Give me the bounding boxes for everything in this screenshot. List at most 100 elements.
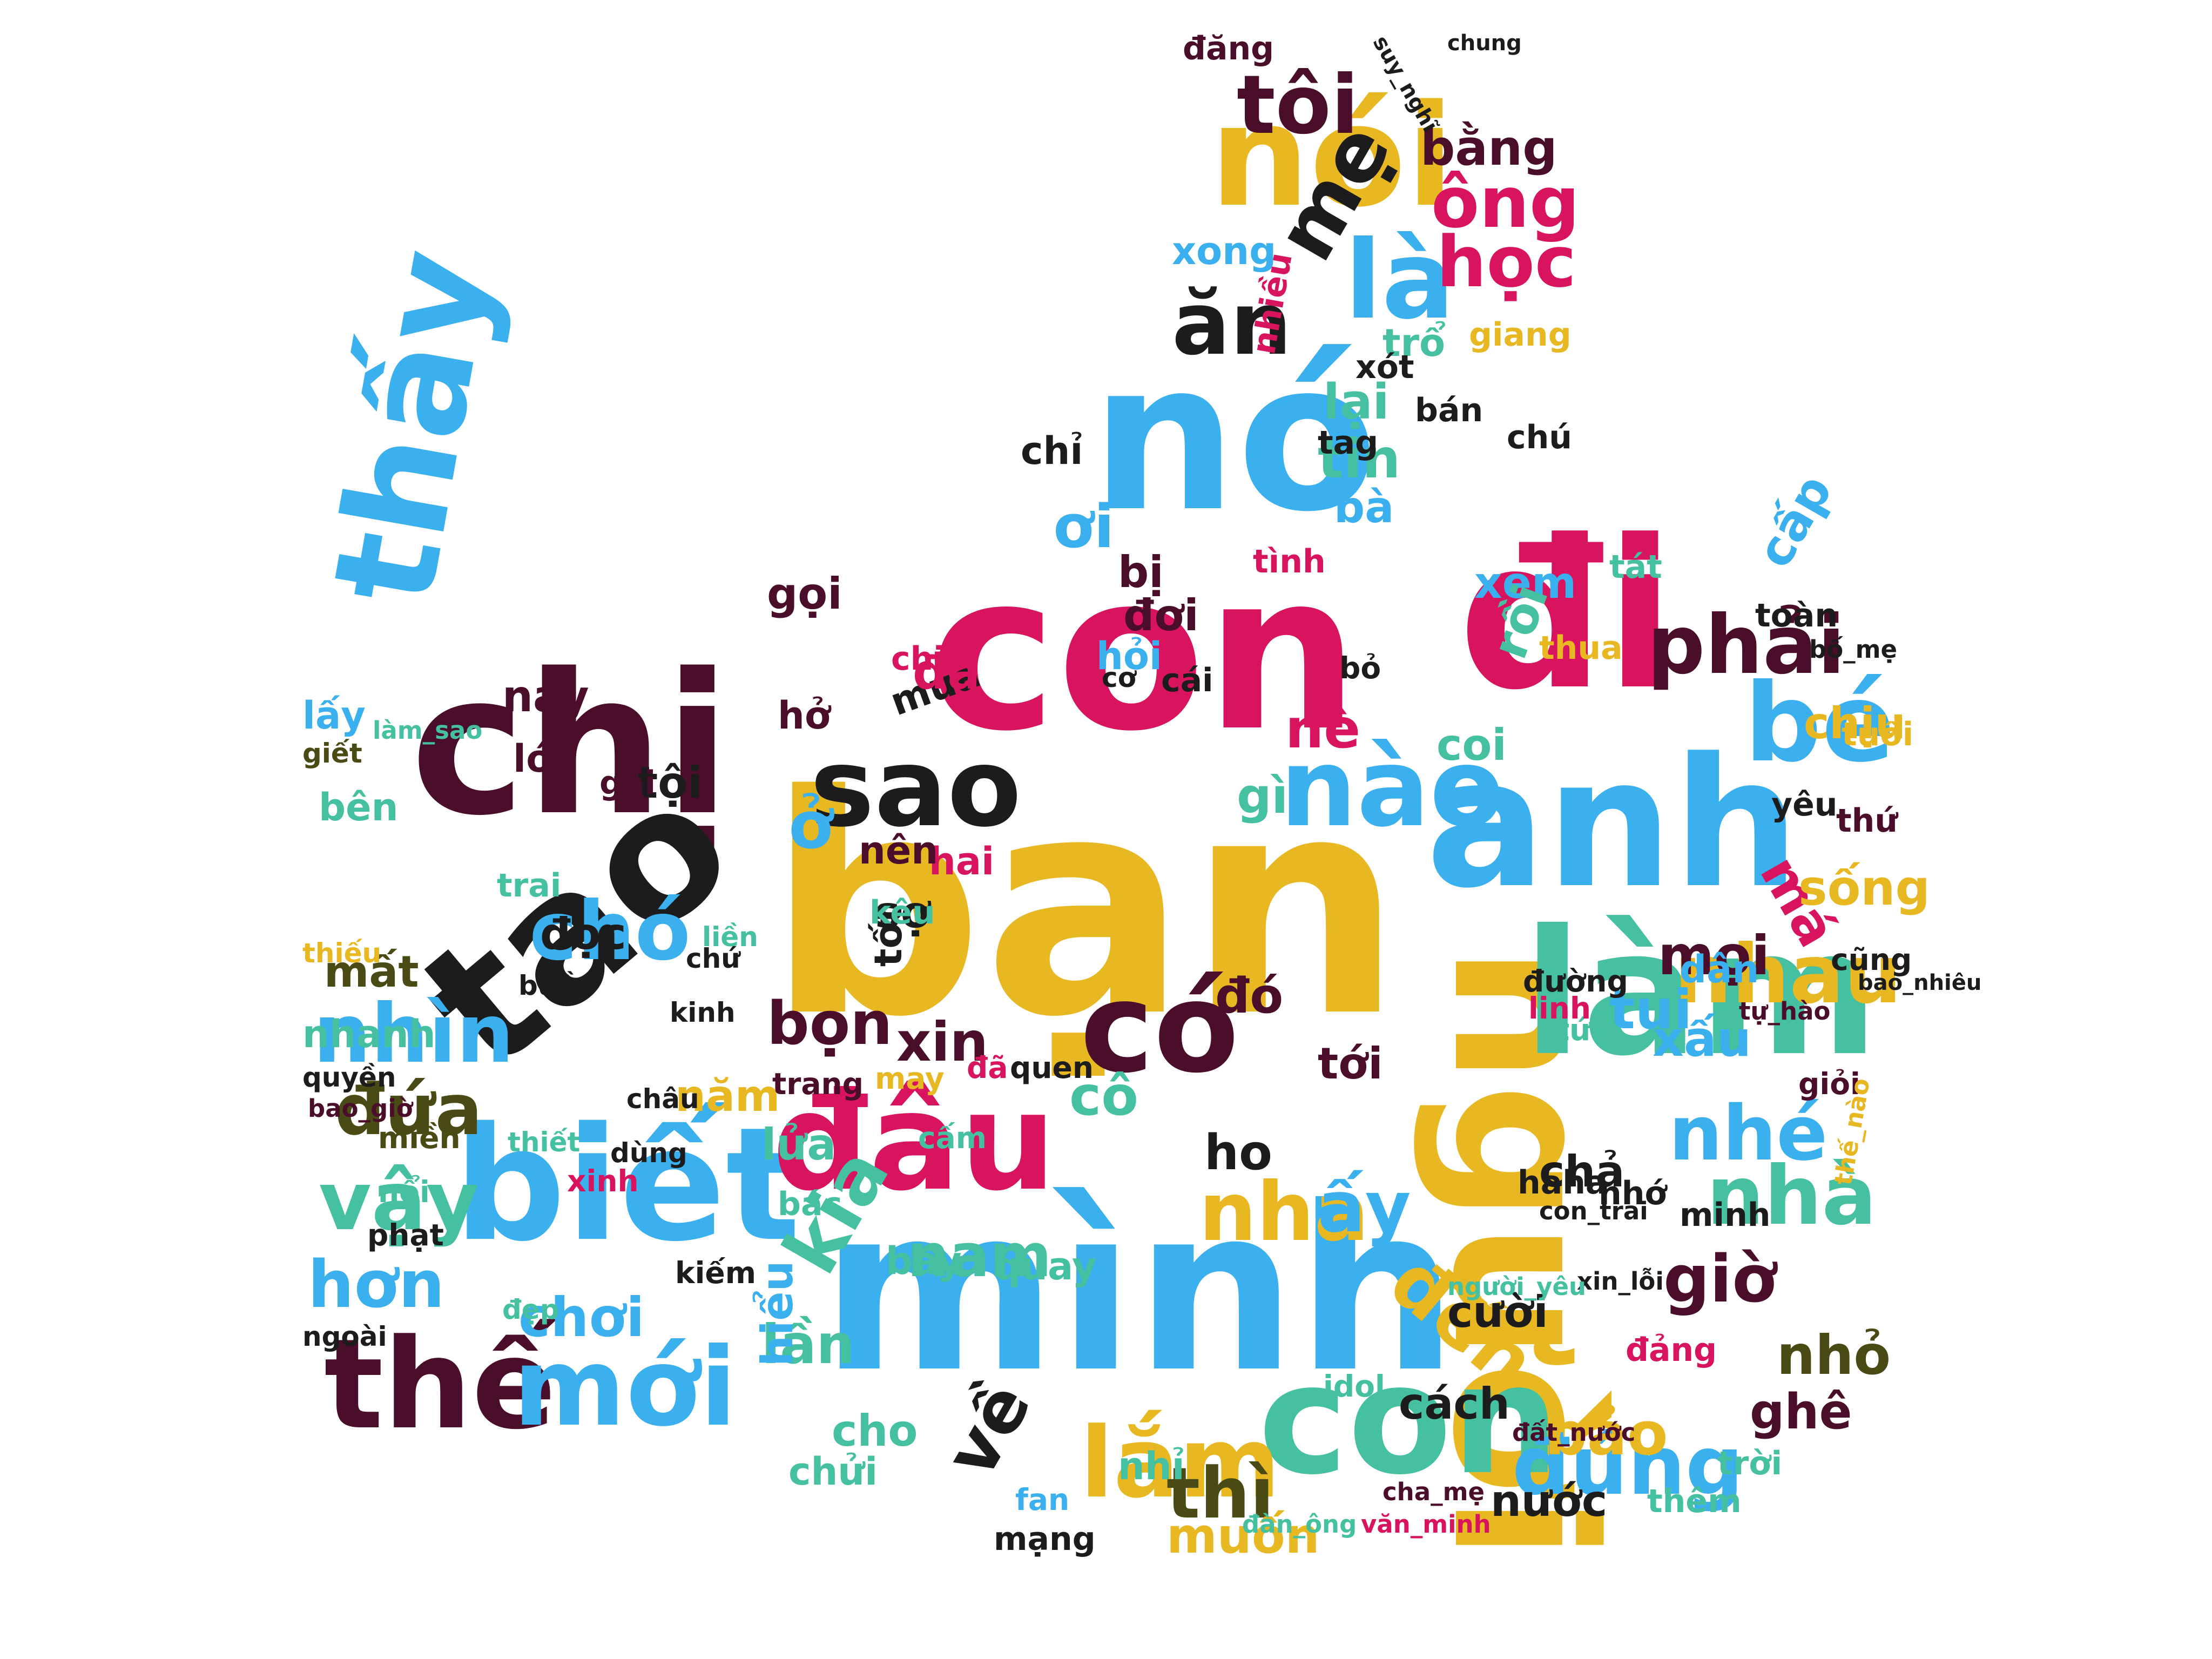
word-157: dùng (610, 1137, 687, 1169)
word-137: tức (1555, 1013, 1609, 1047)
word-135: idol (1323, 1369, 1385, 1404)
word-42: chơi (518, 1286, 645, 1349)
word-152: châu (626, 1083, 699, 1115)
word-159: liền (702, 921, 758, 953)
word-155: buồn (518, 970, 595, 1001)
word-10: biết (454, 1094, 801, 1276)
word-46: tin (1318, 427, 1401, 490)
word-15: đâu (772, 1063, 1056, 1220)
word-106: kêu (869, 894, 935, 932)
word-136: đường (1523, 964, 1628, 999)
word-20: bé (1744, 660, 1895, 786)
word-112: trời (1717, 1445, 1783, 1482)
word-26: tôi (1237, 58, 1359, 152)
word-79: nhanh (302, 1012, 436, 1056)
word-182: hở (778, 693, 831, 738)
word-164: văn_minh (1361, 1510, 1491, 1539)
word-35: ấy (1318, 1166, 1411, 1248)
word-7: anh (1426, 720, 1800, 927)
word-48: xem (1474, 558, 1577, 608)
word-8: chị (410, 632, 731, 858)
word-111: minh (1680, 1196, 1771, 1234)
word-140: bỏ (1339, 651, 1381, 685)
word-31: nha (1199, 1165, 1369, 1259)
word-107: quay (994, 1244, 1097, 1289)
word-134: fan (1015, 1482, 1070, 1517)
word-149: xinh (567, 1164, 639, 1198)
word-104: chỉ (1021, 429, 1083, 473)
word-89: hỏi (1096, 634, 1162, 678)
word-13: mới (513, 1325, 737, 1451)
word-78: mất (324, 947, 419, 997)
word-80: tới (1318, 1038, 1383, 1089)
word-169: con_trai (1539, 1197, 1648, 1225)
word-113: thêm (1647, 1482, 1742, 1520)
word-122: toàn (1755, 597, 1838, 635)
word-121: giang (1469, 316, 1572, 354)
word-178: chú (1507, 419, 1572, 456)
word-143: quen (1010, 1050, 1094, 1085)
word-4: mình (821, 1158, 1458, 1422)
word-14: nói (1210, 75, 1454, 238)
word-179: tag (1318, 424, 1379, 462)
word-130: đa (913, 644, 981, 700)
word-12: thế (324, 1313, 556, 1457)
word-70: cho (832, 1406, 918, 1456)
word-128: trang (772, 1067, 864, 1101)
word-98: lấy (302, 693, 366, 738)
word-43: đọc (540, 909, 626, 959)
word-97: tội (637, 758, 703, 808)
word-110: nhớ (1599, 1175, 1667, 1212)
word-127: tuổi (1842, 716, 1914, 753)
word-116: nhỉ (1118, 1444, 1185, 1488)
word-114: đảng (1626, 1331, 1717, 1369)
word-63: xấu (1653, 1011, 1751, 1068)
word-101: trai (497, 867, 562, 905)
word-32: lắm (1080, 1407, 1280, 1520)
word-72: nước (1491, 1476, 1608, 1526)
word-160: giết (302, 738, 362, 769)
word-38: nhìn (313, 987, 514, 1081)
word-52: xin (896, 1010, 988, 1074)
word-88: đơi (1123, 590, 1199, 640)
word-39: đứa (335, 1069, 483, 1151)
word-67: ở (788, 788, 833, 864)
word-102: gái (599, 764, 656, 802)
word-68: ho (1204, 1124, 1272, 1181)
word-158: chứ (686, 943, 740, 974)
word-132: bị (1118, 547, 1164, 597)
word-161: bao_giờ (308, 1094, 413, 1123)
word-141: may (875, 1061, 945, 1096)
word-117: bác (778, 1185, 842, 1223)
word-29: nhà (1707, 1149, 1877, 1243)
word-11: thấy (302, 238, 524, 615)
word-1: đi (1458, 496, 1676, 735)
word-176: trổ (1382, 321, 1446, 365)
word-125: yêu (1771, 786, 1838, 824)
word-124: tát (1609, 548, 1662, 586)
word-77: năm (675, 1071, 780, 1121)
word-170: bố_mẹ (1809, 635, 1898, 664)
word-28: ông (1431, 161, 1580, 244)
word-177: xót (1355, 348, 1414, 386)
word-2: bạn (767, 731, 1403, 1083)
word-3: nó (1091, 318, 1378, 557)
word-60: ghê (1750, 1384, 1852, 1440)
word-146: nổi (378, 1175, 430, 1209)
word-156: kinh (670, 997, 736, 1028)
word-133: cũng (1831, 942, 1912, 977)
word-123: thua (1539, 629, 1623, 667)
word-142: đã (967, 1050, 1008, 1085)
word-65: xong (1172, 229, 1277, 273)
word-18: sao (810, 725, 1022, 851)
word-21: phải (1647, 598, 1845, 692)
word-44: nay (502, 671, 589, 721)
word-139: giỏi (1798, 1067, 1860, 1101)
word-147: thiết (508, 1127, 581, 1158)
word-95: nên (859, 828, 939, 873)
word-81: nè (1285, 697, 1361, 760)
word-108: bay (886, 1239, 962, 1283)
word-120: tình (1253, 543, 1326, 581)
word-119: bán (1415, 392, 1483, 429)
